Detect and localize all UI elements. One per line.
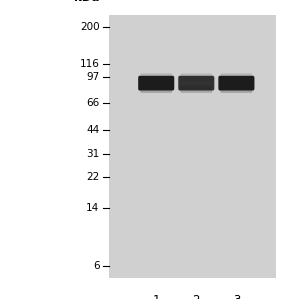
FancyBboxPatch shape [180, 85, 212, 93]
Text: 44: 44 [86, 125, 99, 135]
Text: 3: 3 [233, 294, 240, 299]
Text: 1: 1 [152, 294, 160, 299]
Text: 200: 200 [80, 22, 99, 32]
Text: 97: 97 [86, 71, 99, 82]
Text: 14: 14 [86, 203, 99, 213]
FancyBboxPatch shape [218, 76, 254, 91]
Text: 22: 22 [86, 172, 99, 182]
Text: 2: 2 [193, 294, 200, 299]
FancyBboxPatch shape [221, 85, 252, 93]
Text: kDa: kDa [74, 0, 99, 4]
FancyBboxPatch shape [109, 15, 276, 278]
Text: 116: 116 [79, 60, 99, 69]
Text: 31: 31 [86, 149, 99, 159]
FancyBboxPatch shape [178, 76, 214, 91]
FancyBboxPatch shape [221, 74, 252, 81]
Text: 66: 66 [86, 98, 99, 108]
Text: 6: 6 [93, 261, 99, 271]
FancyBboxPatch shape [140, 74, 172, 81]
FancyBboxPatch shape [140, 85, 172, 93]
FancyBboxPatch shape [180, 74, 212, 81]
FancyBboxPatch shape [138, 76, 174, 91]
